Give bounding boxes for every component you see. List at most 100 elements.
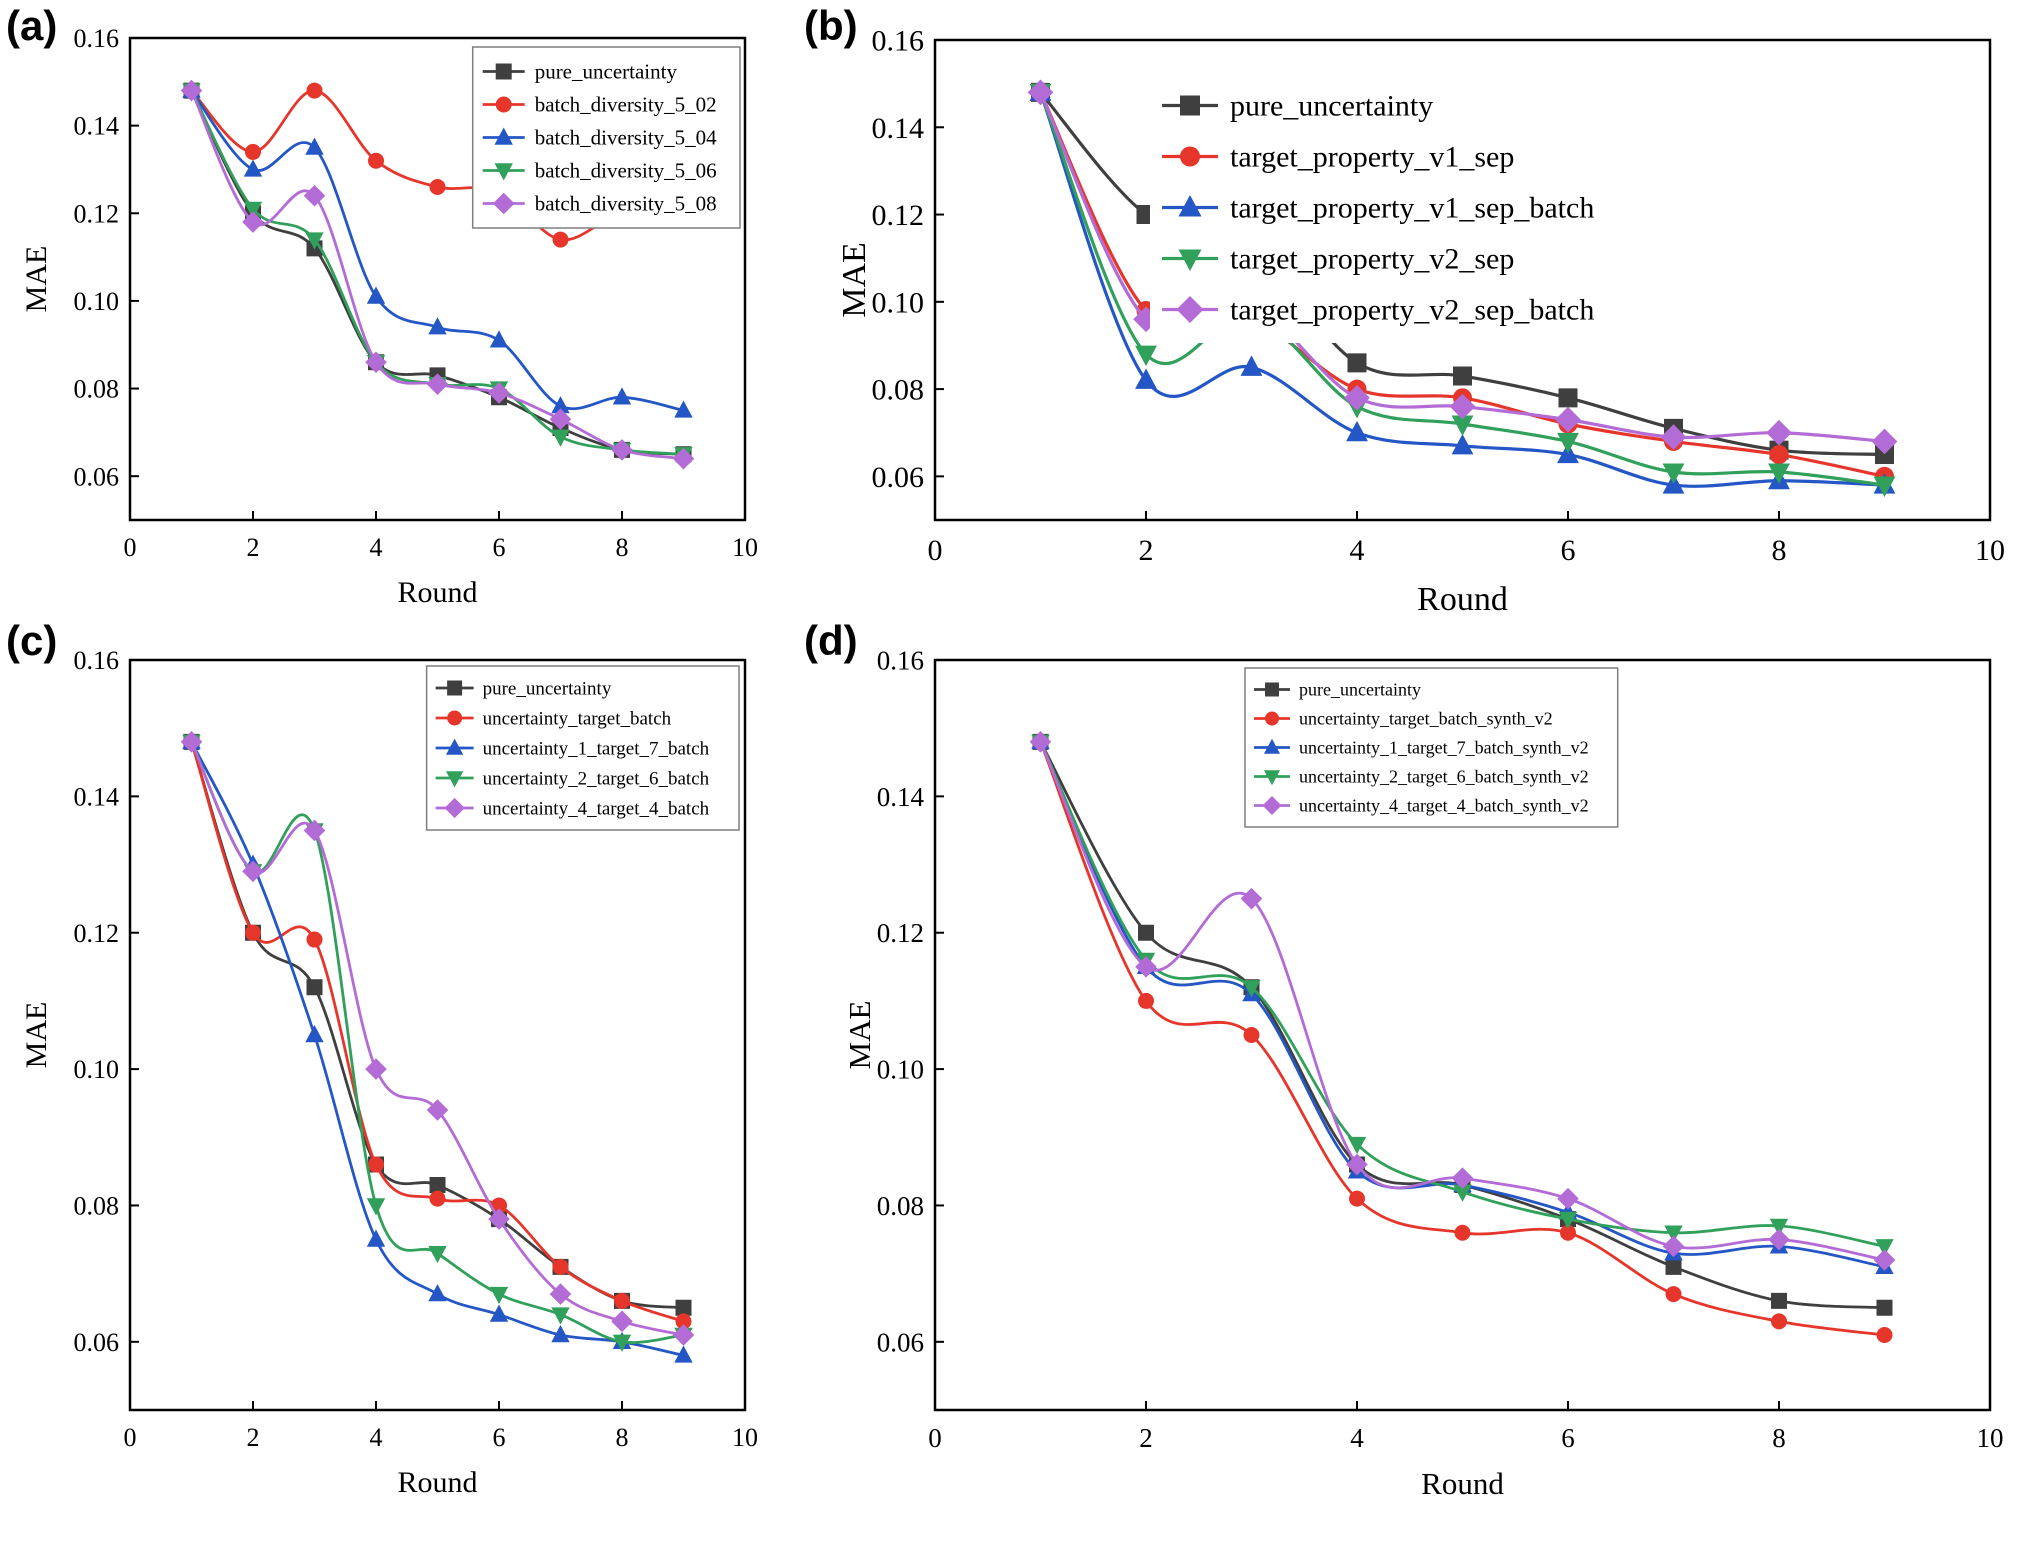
square-marker [1265,682,1279,697]
circle-marker [1665,1286,1682,1303]
triangle-up-marker [494,127,513,145]
triangle-up-marker [1451,433,1474,455]
panel-a-label: (a) [6,2,58,49]
y-tick-label: 0.10 [74,287,120,316]
panel-a: (a) 0 2 4 6 8 10 0.06 0.08 0.10 0.12 0.14 0.16 Round… [0,0,770,615]
diamond-marker [303,819,326,842]
triangle-down-marker [366,1198,386,1216]
legend-label: target_property_v2_sep_batch [1230,294,1594,327]
square-marker [1665,1258,1682,1275]
square-marker [306,979,323,996]
triangle-down-marker [1873,476,1896,497]
y-tick-label: 0.16 [877,645,924,675]
diamond-marker [1449,393,1476,420]
triangle-down-marker [1875,1239,1894,1257]
x-tick-label: 6 [493,533,506,562]
circle-marker [368,1156,384,1173]
y-tick-label: 0.16 [74,24,120,53]
triangle-down-marker [612,1334,632,1352]
series-line [190,740,685,1357]
axes: 0 2 4 6 8 10 0.06 0.08 0.10 0.12 0.14 0.16 Round MAE [20,646,758,1499]
diamond-marker [444,797,465,819]
legend: pure_uncertainty batch_diversity_5_02batc… [471,46,741,229]
triangle-up-marker [243,159,263,177]
x-tick-label: 8 [616,533,629,562]
legend: pure_uncertainty uncertainty_target_batch… [425,665,740,831]
circle-marker [1876,1327,1893,1343]
diamond-marker [1346,1153,1368,1176]
circle-marker [1349,1190,1365,1207]
x-tick-label: 4 [1350,1423,1364,1453]
legend-label: uncertainty_target_batch [483,708,672,729]
axes: 0 2 4 6 8 10 0.06 0.08 0.10 0.12 0.14 0.16 Round MAE [20,24,758,609]
panel-b-label: (b) [804,2,858,49]
y-tick-label: 0.10 [872,286,925,319]
legend-label: pure_uncertainty [1299,680,1421,700]
triangle-up-marker [305,1025,324,1043]
diamond-marker [488,1208,510,1230]
triangle-down-marker [551,1307,570,1325]
x-tick-label: 4 [370,1423,383,1452]
legend-label: uncertainty_2_target_6_batch_synth_v2 [1299,767,1589,787]
y-tick-label: 0.10 [877,1055,924,1085]
square-marker [1876,1299,1893,1316]
diamond-marker [1027,79,1054,106]
triangle-up-marker [366,1229,386,1247]
square-marker [1558,388,1578,408]
y-tick-label: 0.14 [877,782,925,812]
diamond-marker [1766,419,1792,446]
square-marker [1180,95,1200,116]
legend-label: batch_diversity_5_02 [535,93,717,117]
x-tick-label: 0 [928,534,943,567]
triangle-up-marker [489,330,509,348]
x-tick-label: 6 [1561,1423,1575,1453]
x-axis-label: Round [1421,1466,1504,1501]
triangle-down-marker [305,232,324,250]
diamond-marker [1557,1187,1579,1210]
x-tick-label: 6 [1561,534,1576,567]
y-tick-label: 0.08 [74,375,120,404]
diamond-marker [1660,424,1687,450]
y-tick-label: 0.16 [872,25,925,58]
diamond-marker [1262,796,1282,815]
legend-label: uncertainty_4_target_4_batch_synth_v2 [1299,796,1589,816]
diamond-marker [242,211,264,233]
y-tick-label: 0.08 [74,1192,120,1221]
triangle-down-marker [1557,432,1579,454]
diamond-marker [672,1324,695,1346]
x-tick-label: 4 [370,533,383,562]
legend-label: uncertainty_2_target_6_batch [483,768,710,789]
triangle-down-marker [1662,463,1685,484]
diamond-marker [1344,384,1370,411]
panel-b: (b) 0 2 4 6 8 10 0.06 0.08 0.10 0.12 0.14 0.16 Round… [770,0,2032,618]
triangle-down-marker [1768,463,1790,484]
legend-label: pure_uncertainty [1230,90,1433,123]
x-tick-label: 0 [124,1423,137,1452]
triangle-down-marker [1453,1184,1472,1202]
triangle-down-marker [489,1286,509,1305]
y-tick-label: 0.12 [74,919,120,948]
diamond-marker [303,184,326,207]
triangle-up-marker [551,1325,570,1343]
triangle-up-marker [1135,368,1157,389]
triangle-up-marker [1263,738,1281,754]
triangle-up-marker [1346,420,1368,442]
circle-marker [306,931,323,948]
triangle-up-marker [1240,355,1263,376]
y-axis-label: MAE [20,1002,53,1069]
triangle-up-marker [428,1284,447,1302]
diamond-marker [611,439,633,461]
square-marker [1138,924,1154,941]
legend-label: batch_diversity_5_06 [535,159,717,183]
square-marker [447,680,463,696]
circle-marker [429,1190,446,1207]
y-tick-label: 0.16 [74,646,120,675]
triangle-down-marker [1347,1136,1367,1155]
square-marker [1875,445,1894,465]
circle-marker [1265,711,1279,726]
square-marker [675,1299,692,1316]
circle-marker [245,143,261,160]
panel-d: (d) 0 2 4 6 8 10 0.06 0.08 0.10 0.12 0.14 0.16 Round… [770,615,2032,1547]
square-marker [1771,1292,1787,1309]
diamond-marker [1029,731,1052,753]
